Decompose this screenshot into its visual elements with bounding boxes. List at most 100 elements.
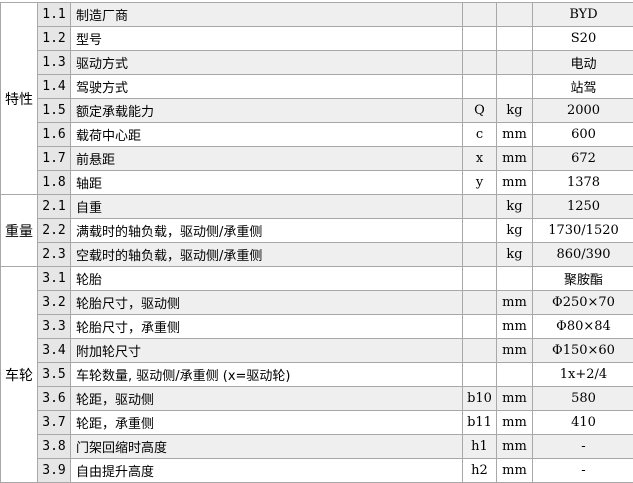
category-cell: 特性 [0,2,38,195]
item-name: 轮距，承重侧 [70,410,463,435]
item-number: 2.1 [37,194,71,219]
item-value: Φ150×60 [532,338,633,363]
item-name: 空载时的轴负载，驱动侧/承重侧 [70,242,463,267]
item-unit: mm [496,290,533,315]
item-number: 3.1 [37,266,71,291]
item-symbol: y [462,170,497,195]
item-value: BYD [532,2,633,27]
item-unit [496,2,533,27]
item-unit: mm [496,410,533,435]
item-unit: mm [496,338,533,363]
item-unit [496,74,533,99]
item-number: 1.6 [37,122,71,147]
item-name: 门架回缩时高度 [70,434,463,459]
table-row: 1.7 前悬距 x mm 672 [1,146,633,171]
item-name: 驾驶方式 [70,74,463,99]
item-number: 3.8 [37,434,71,459]
item-name: 额定承载能力 [70,98,463,123]
item-unit [496,26,533,51]
item-value: 电动 [532,50,633,75]
item-name: 载荷中心距 [70,122,463,147]
table-row: 1.2 型号 S20 [1,26,633,51]
item-unit: kg [496,98,533,123]
item-number: 1.7 [37,146,71,171]
item-unit: kg [496,194,533,219]
item-name: 轮胎尺寸，驱动侧 [70,290,463,315]
item-value: 600 [532,122,633,147]
table-row: 1.8 轴距 y mm 1378 [1,170,633,195]
table-row: 3.4 附加轮尺寸 mm Φ150×60 [1,338,633,363]
item-symbol [462,314,497,339]
item-symbol [462,290,497,315]
item-unit: mm [496,146,533,171]
item-number: 3.7 [37,410,71,435]
item-unit: mm [496,386,533,411]
item-name: 自由提升高度 [70,458,463,483]
item-value: - [532,458,633,483]
item-symbol [462,362,497,387]
item-symbol [462,338,497,363]
item-value: 聚胺酯 [532,266,633,291]
item-symbol [462,50,497,75]
item-number: 3.9 [37,458,71,483]
table-row: 3.7 轮距，承重侧 b11 mm 410 [1,410,633,435]
item-unit: mm [496,434,533,459]
item-unit: mm [496,122,533,147]
item-value: - [532,434,633,459]
item-symbol: h2 [462,458,497,483]
item-number: 1.3 [37,50,71,75]
item-name: 型号 [70,26,463,51]
table-row: 2.3 空载时的轴负载，驱动侧/承重侧 kg 860/390 [1,242,633,267]
item-symbol: h1 [462,434,497,459]
table-row: 3.2 轮胎尺寸，驱动侧 mm Φ250×70 [1,290,633,315]
item-value: 1378 [532,170,633,195]
item-unit: mm [496,314,533,339]
item-symbol: x [462,146,497,171]
item-name: 轮距，驱动侧 [70,386,463,411]
table-row: 3.3 轮胎尺寸，承重侧 mm Φ80×84 [1,314,633,339]
item-unit: kg [496,242,533,267]
table-row: 3.6 轮距，驱动侧 b10 mm 580 [1,386,633,411]
item-unit [496,50,533,75]
table-row: 特性 1.1 制造厂商 BYD [0,2,633,195]
item-value: 860/390 [532,242,633,267]
item-symbol [462,2,497,27]
item-number: 3.3 [37,314,71,339]
item-number: 2.3 [37,242,71,267]
item-symbol: b11 [462,410,497,435]
item-value: S20 [532,26,633,51]
item-name: 轮胎尺寸，承重侧 [70,314,463,339]
item-number: 1.1 [37,2,71,27]
item-value: 站驾 [532,74,633,99]
item-name: 满载时的轴负载，驱动侧/承重侧 [70,218,463,243]
item-symbol [462,218,497,243]
item-value: 2000 [532,98,633,123]
item-value: 1x+2/4 [532,362,633,387]
item-unit: kg [496,218,533,243]
item-value: 580 [532,386,633,411]
item-symbol [462,26,497,51]
item-number: 1.8 [37,170,71,195]
table-row: 车轮 3.1 轮胎 聚胺酯 [0,266,633,483]
item-value: 1250 [532,194,633,219]
item-unit: mm [496,170,533,195]
item-symbol [462,266,497,291]
item-number: 2.2 [37,218,71,243]
item-symbol [462,74,497,99]
item-unit [496,362,533,387]
item-name: 驱动方式 [70,50,463,75]
table-row: 1.6 载荷中心距 c mm 600 [1,122,633,147]
item-name: 自重 [70,194,463,219]
item-number: 3.4 [37,338,71,363]
item-value: 672 [532,146,633,171]
item-value: 1730/1520 [532,218,633,243]
table-row: 3.5 车轮数量, 驱动侧/承重侧 (x=驱动轮) 1x+2/4 [1,362,633,387]
item-symbol: b10 [462,386,497,411]
item-number: 3.5 [37,362,71,387]
item-symbol [462,194,497,219]
item-name: 前悬距 [70,146,463,171]
item-symbol [462,242,497,267]
item-number: 3.6 [37,386,71,411]
item-unit [496,266,533,291]
